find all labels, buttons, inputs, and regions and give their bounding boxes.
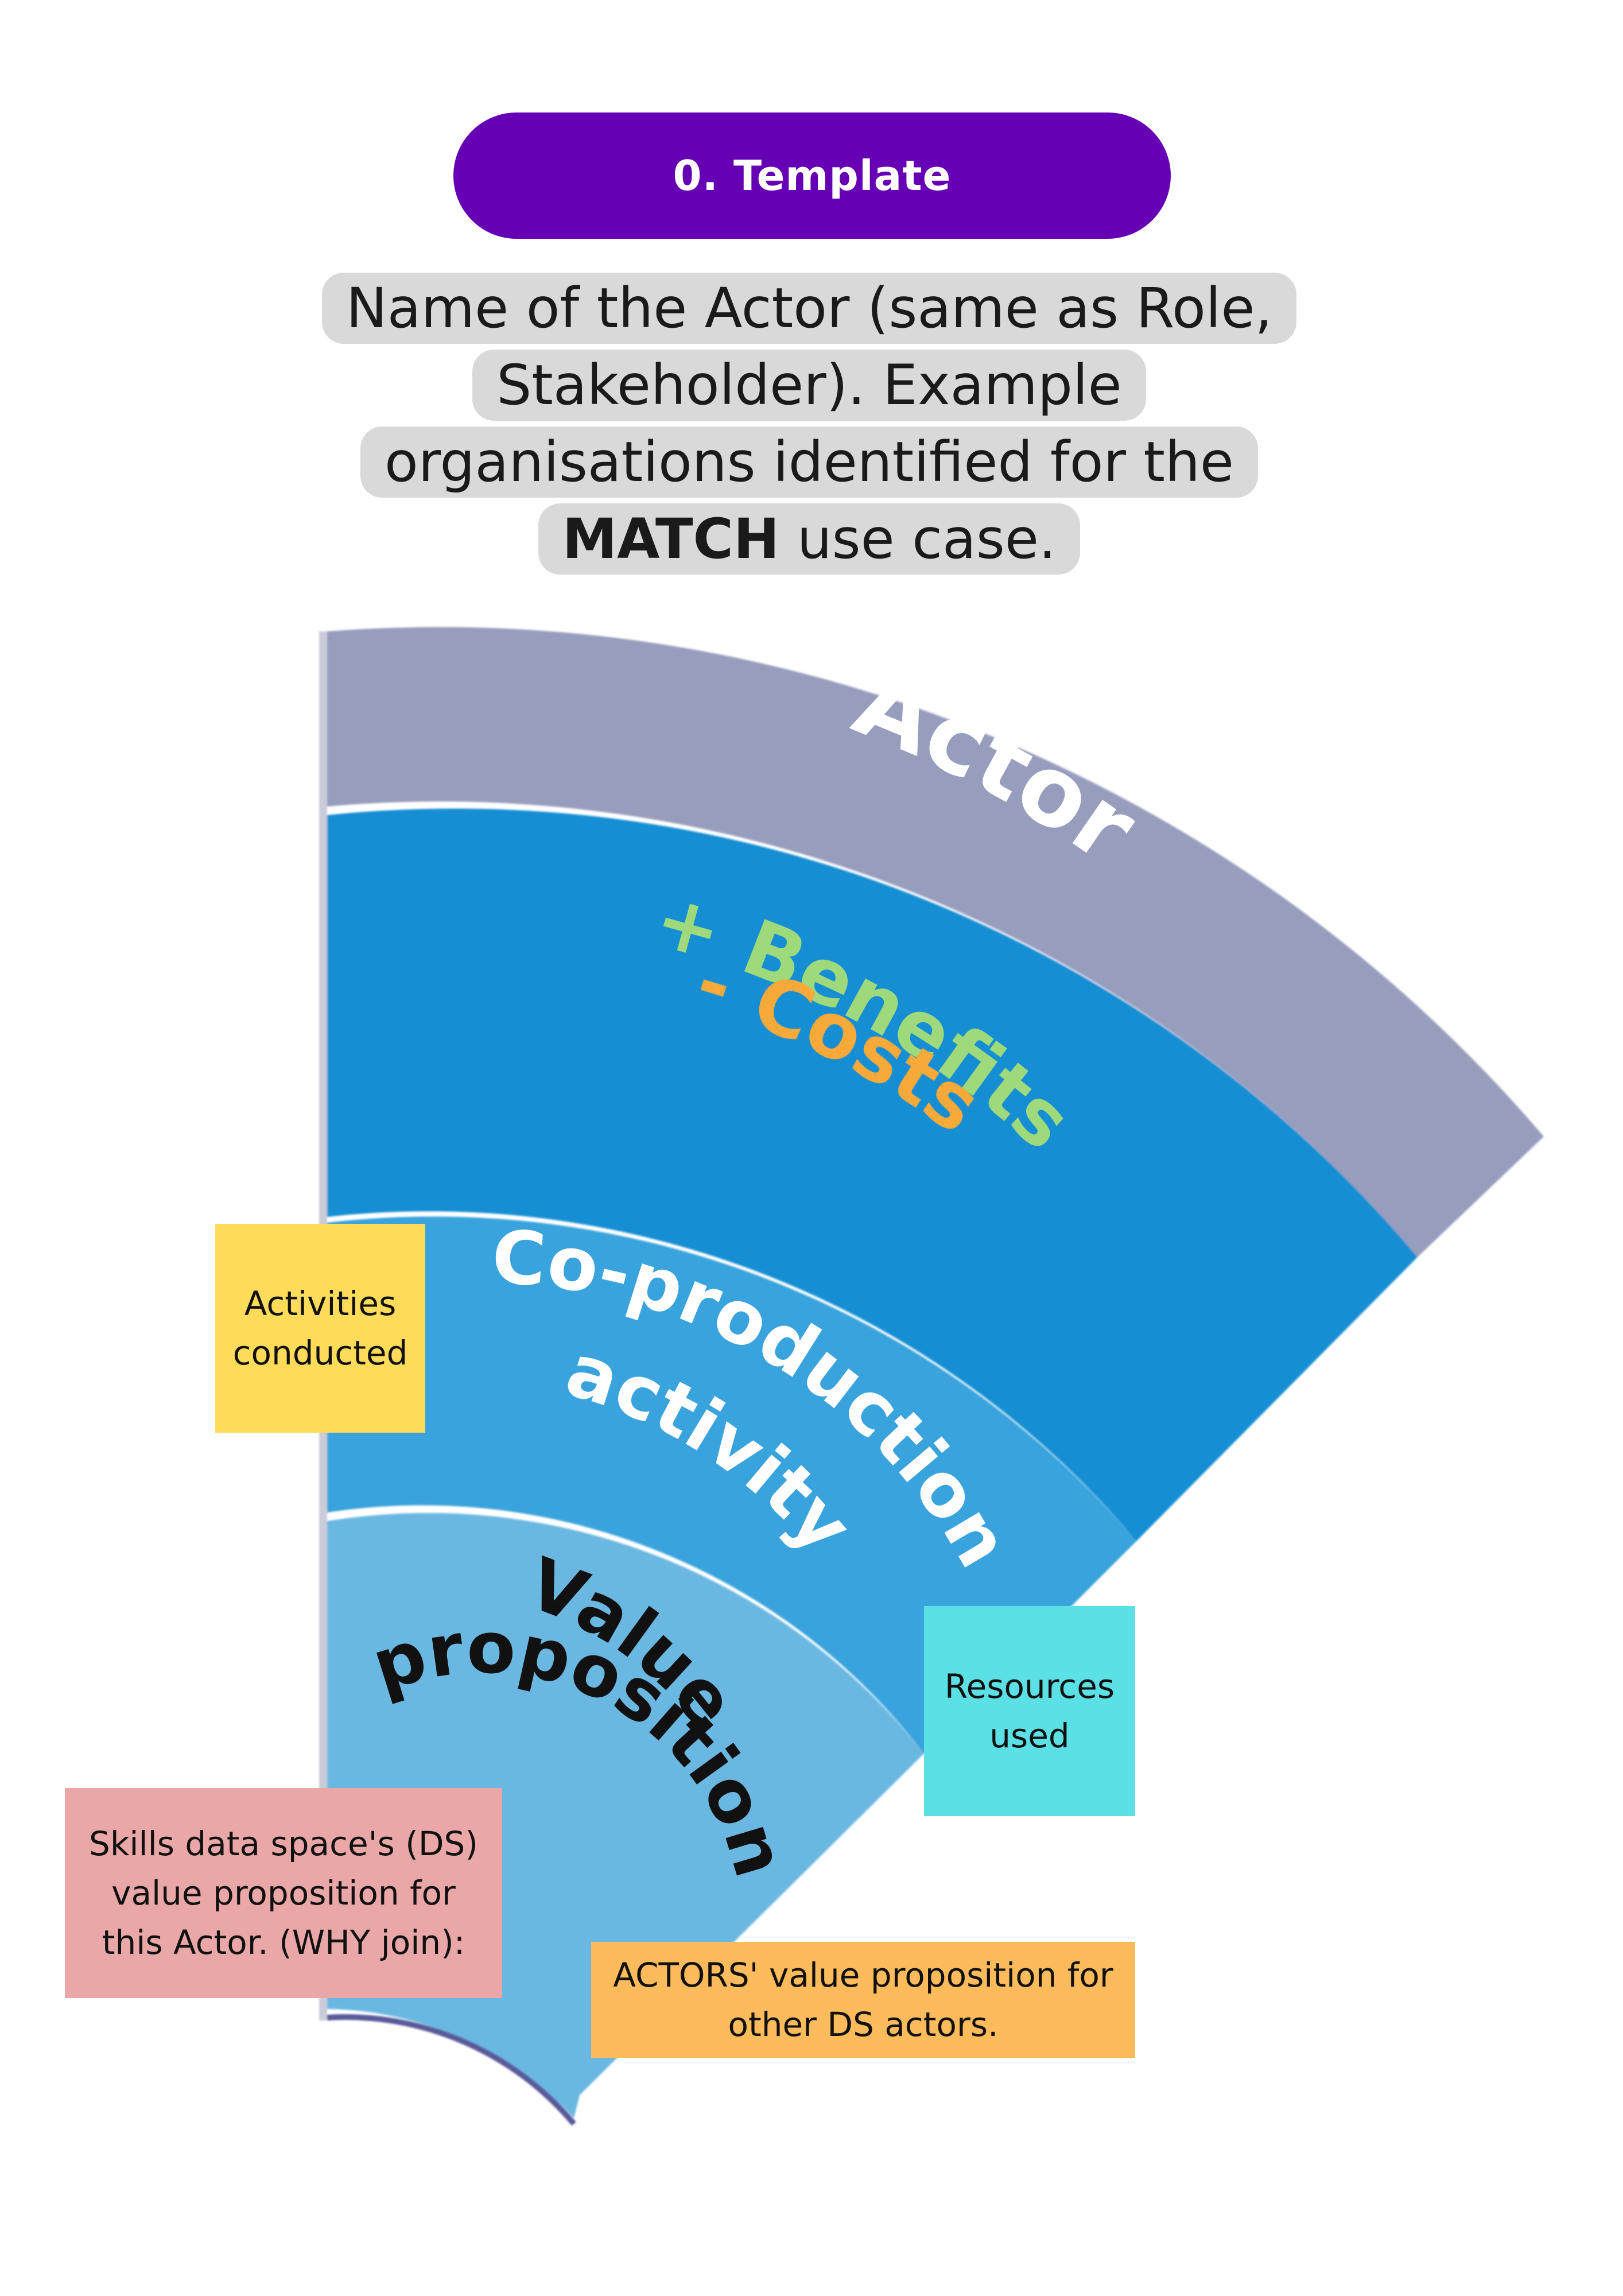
actors-vp-note: ACTORS' value proposition for other DS a…: [591, 1942, 1135, 2058]
activities-note-text: Activities conducted: [232, 1284, 408, 1372]
resources-note: Resources used: [924, 1606, 1135, 1816]
skills-vp-note-text: Skills data space's (DS) value propositi…: [89, 1824, 478, 1962]
resources-note-text: Resources used: [944, 1667, 1115, 1755]
actor-band: [327, 627, 1544, 1257]
value-bottom-curve: [327, 2014, 576, 2126]
description-prefix: Name of the Actor (same as Role, Stakeho…: [345, 276, 1273, 494]
benefits-band: [327, 808, 1418, 1541]
activities-note: Activities conducted: [215, 1224, 425, 1433]
template-title-pill: 0. Template: [453, 113, 1171, 239]
description-suffix: use case.: [779, 507, 1057, 571]
actors-vp-note-text: ACTORS' value proposition for other DS a…: [613, 1956, 1113, 2044]
skills-vp-note: Skills data space's (DS) value propositi…: [65, 1788, 502, 1998]
actor-description: Name of the Actor (same as Role, Stakeho…: [321, 270, 1297, 577]
template-title: 0. Template: [673, 152, 952, 200]
description-bold: MATCH: [562, 507, 780, 571]
